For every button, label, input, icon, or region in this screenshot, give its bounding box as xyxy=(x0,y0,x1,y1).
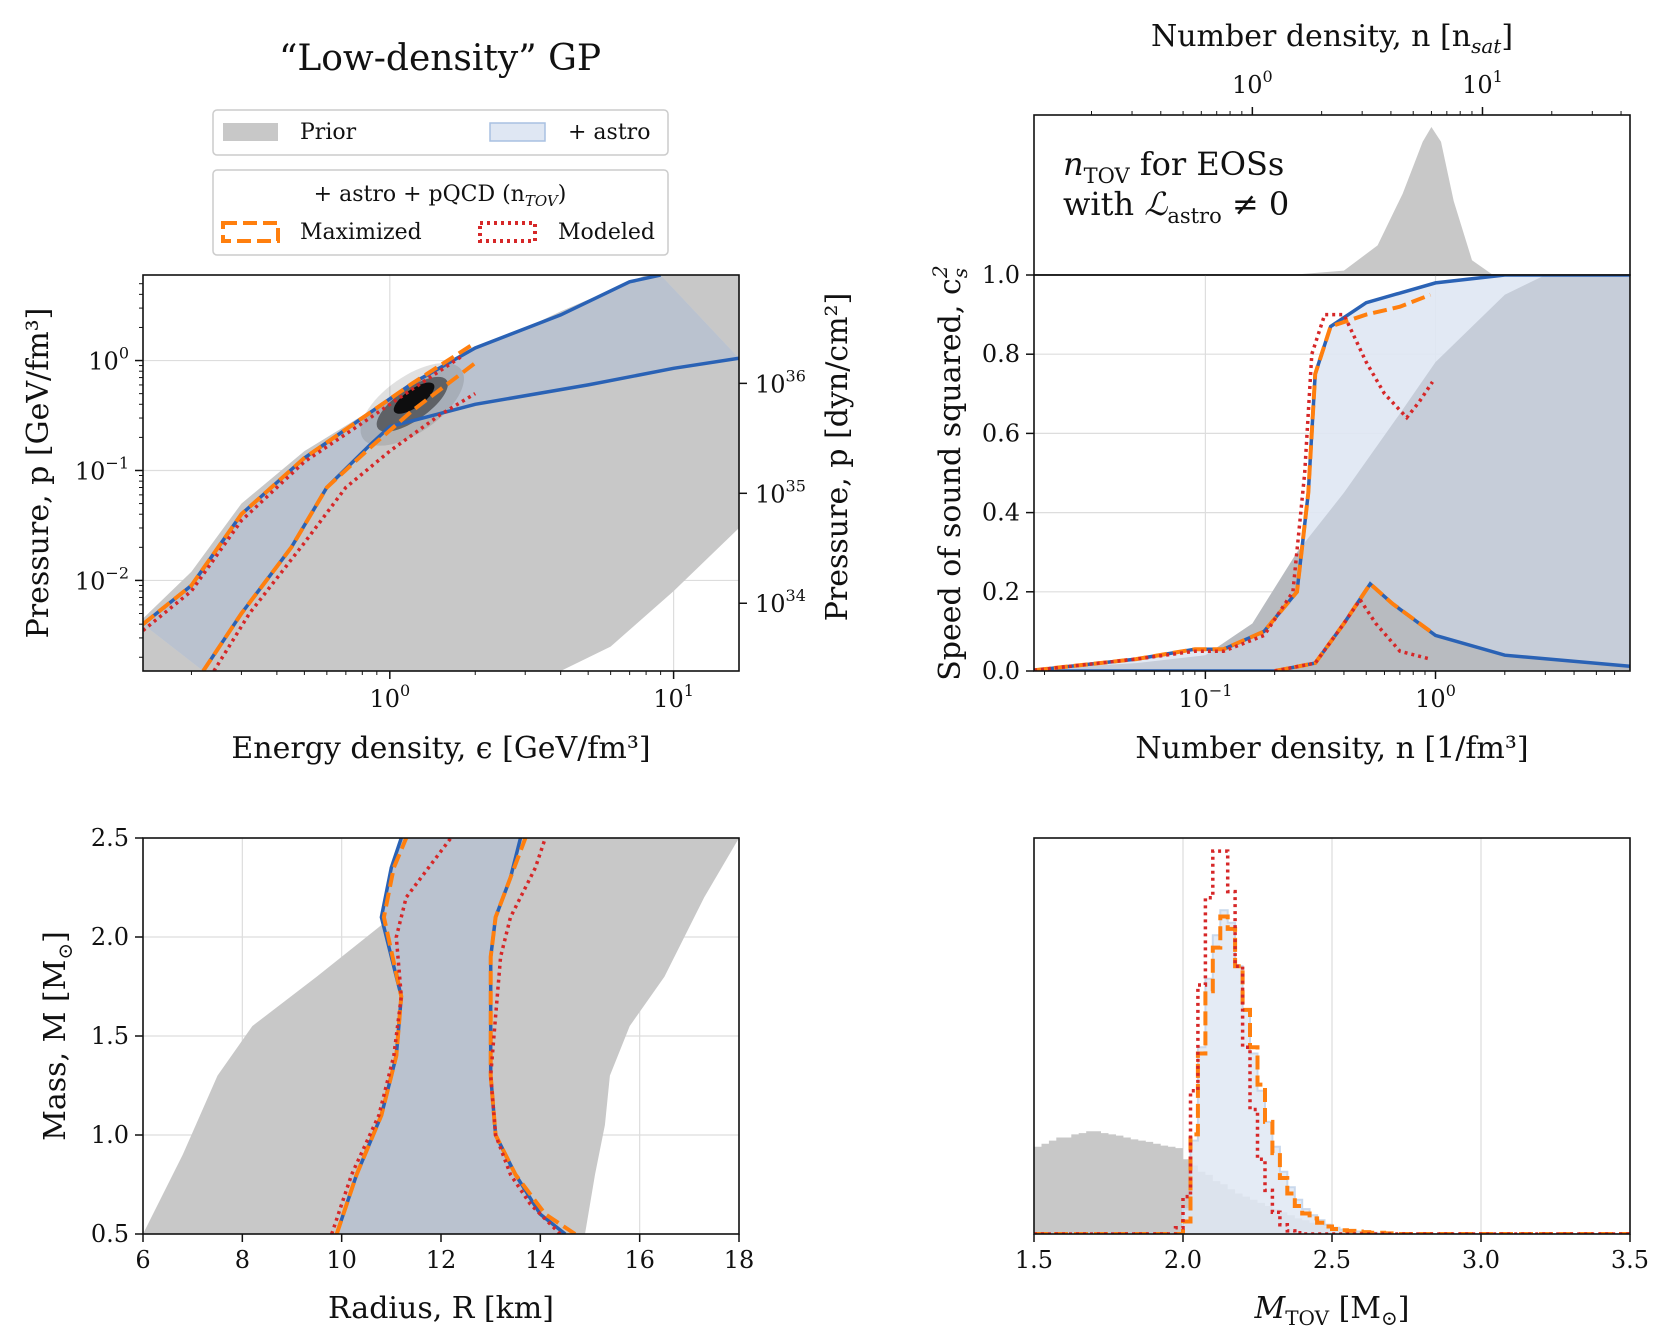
mr-xtick-label: 8 xyxy=(235,1246,250,1274)
legend-modeled-swatch xyxy=(478,221,537,243)
inset-ntov-hist xyxy=(1183,127,1509,275)
cs2-ytick-label: 0.2 xyxy=(982,578,1020,606)
eos-ytick-label: 10−1 xyxy=(75,453,129,485)
cs2-ytick-label: 0.6 xyxy=(982,419,1020,447)
cs2-overlap-band xyxy=(1034,275,1630,671)
eos-xtick-label: 100 xyxy=(369,681,410,713)
mr-overlap-band xyxy=(336,838,566,1234)
mr-xtick-label: 10 xyxy=(326,1246,357,1274)
legend-astro-label: + astro xyxy=(568,120,650,145)
figure-title: “Low-density” GP xyxy=(279,38,601,79)
mr-ytick-label: 1.0 xyxy=(91,1121,129,1149)
cs2-top-tick-label: 100 xyxy=(1232,67,1273,99)
mr-xtick-label: 6 xyxy=(135,1246,150,1274)
mtov-xtick-label: 1.5 xyxy=(1015,1246,1053,1274)
mtov-xtick-label: 3.5 xyxy=(1611,1246,1649,1274)
mr-ylabel: Mass, M [M⊙] xyxy=(38,931,77,1141)
mr-ytick-label: 1.5 xyxy=(91,1022,129,1050)
eos-ytick-label: 100 xyxy=(88,344,129,376)
mr-ytick-label: 0.5 xyxy=(91,1220,129,1248)
mr-modeled-left-line xyxy=(330,838,453,1234)
eos-y2tick-label: 1036 xyxy=(755,366,806,398)
cs2-maximized-upper-line xyxy=(1034,292,1432,671)
legend-maximized-swatch xyxy=(221,221,280,243)
eos-modeled-upper-line xyxy=(143,354,464,632)
cs2-xtick-label: 100 xyxy=(1415,681,1456,713)
mtov-xtick-label: 3.0 xyxy=(1462,1246,1500,1274)
eos-sample-cloud-core xyxy=(393,382,435,414)
mr-ytick-label: 2.0 xyxy=(91,923,129,951)
legend-prior-swatch xyxy=(223,123,278,141)
panel-mtov: 1.5 2.0 2.5 3.0 3.5 MTOV [M⊙] xyxy=(1015,837,1649,1330)
panel-cs2: 100 101 nTOV for EOSs with ℒastro ≠ 0 10−… xyxy=(928,19,1631,766)
cs2-top-xlabel: Number density, n [nsat] xyxy=(1151,19,1513,58)
inset-text-line2: with ℒastro ≠ 0 xyxy=(1063,185,1289,228)
cs2-ytick-label: 1.0 xyxy=(982,261,1020,289)
mr-maximized-left-line xyxy=(334,838,409,1234)
legend-modeled-label: Modeled xyxy=(558,220,655,245)
eos-modeled-lower-line xyxy=(212,392,477,671)
legend-top: Prior + astro xyxy=(212,109,669,156)
legend-pqcd: + astro + pQCD (nTOV) Maximized Modeled xyxy=(212,169,669,256)
eos-ylabel: Pressure, p [GeV/fm³] xyxy=(21,308,56,639)
eos-overlap-band xyxy=(143,275,739,671)
mtov-xtick-label: 2.5 xyxy=(1313,1246,1351,1274)
eos-y2tick-label: 1035 xyxy=(755,476,806,508)
cs2-modeled-lower-line xyxy=(1274,596,1431,671)
cs2-ytick-label: 0.0 xyxy=(982,657,1020,685)
mr-ytick-label: 2.5 xyxy=(91,824,129,852)
cs2-astro-band xyxy=(1034,275,1630,671)
panel-eos: 100 101 10−2 10−1 100 1034 1035 1036 Energy den… xyxy=(21,274,855,766)
eos-maximized-lower-line xyxy=(201,361,477,671)
mr-xtick-label: 14 xyxy=(525,1246,556,1274)
eos-ylabel-right: Pressure, p [dyn/cm²] xyxy=(820,293,855,622)
eos-y2tick-label: 1034 xyxy=(755,586,806,618)
legend-maximized-label: Maximized xyxy=(300,220,422,245)
legend-astro-swatch xyxy=(489,122,546,142)
mtov-maximized-hist xyxy=(1034,914,1630,1234)
eos-xtick-label: 101 xyxy=(653,681,694,713)
legend-pqcd-header: + astro + pQCD (nTOV) xyxy=(314,182,567,210)
mtov-astro-hist-edge xyxy=(1034,909,1630,1234)
eos-xlabel: Energy density, ϵ [GeV/fm³] xyxy=(231,731,650,766)
cs2-xtick-label: 10−1 xyxy=(1178,681,1232,713)
mr-xlabel: Radius, R [km] xyxy=(328,1291,554,1326)
mr-xtick-label: 12 xyxy=(426,1246,457,1274)
eos-ytick-label: 10−2 xyxy=(75,563,129,595)
legend-prior-label: Prior xyxy=(300,120,357,145)
mr-xtick-label: 16 xyxy=(624,1246,655,1274)
inset-text-line1: nTOV for EOSs xyxy=(1063,145,1284,188)
mr-xtick-label: 18 xyxy=(724,1246,755,1274)
panel-mass-radius: 6 8 10 12 14 16 18 0.5 1.0 1.5 2.0 2.5 Radius, R [k… xyxy=(38,824,754,1326)
cs2-ytick-label: 0.8 xyxy=(982,340,1020,368)
mr-maximized-right-line xyxy=(488,838,577,1234)
mtov-xtick-label: 2.0 xyxy=(1164,1246,1202,1274)
eos-maximized-upper-line xyxy=(143,341,477,626)
cs2-top-tick-label: 101 xyxy=(1462,67,1503,99)
cs2-ylabel: Speed of sound squared, cs2 xyxy=(928,265,972,681)
mtov-xlabel: MTOV [M⊙] xyxy=(1254,1291,1410,1330)
cs2-xlabel: Number density, n [1/fm³] xyxy=(1135,731,1528,766)
cs2-ytick-label: 0.4 xyxy=(982,499,1020,527)
